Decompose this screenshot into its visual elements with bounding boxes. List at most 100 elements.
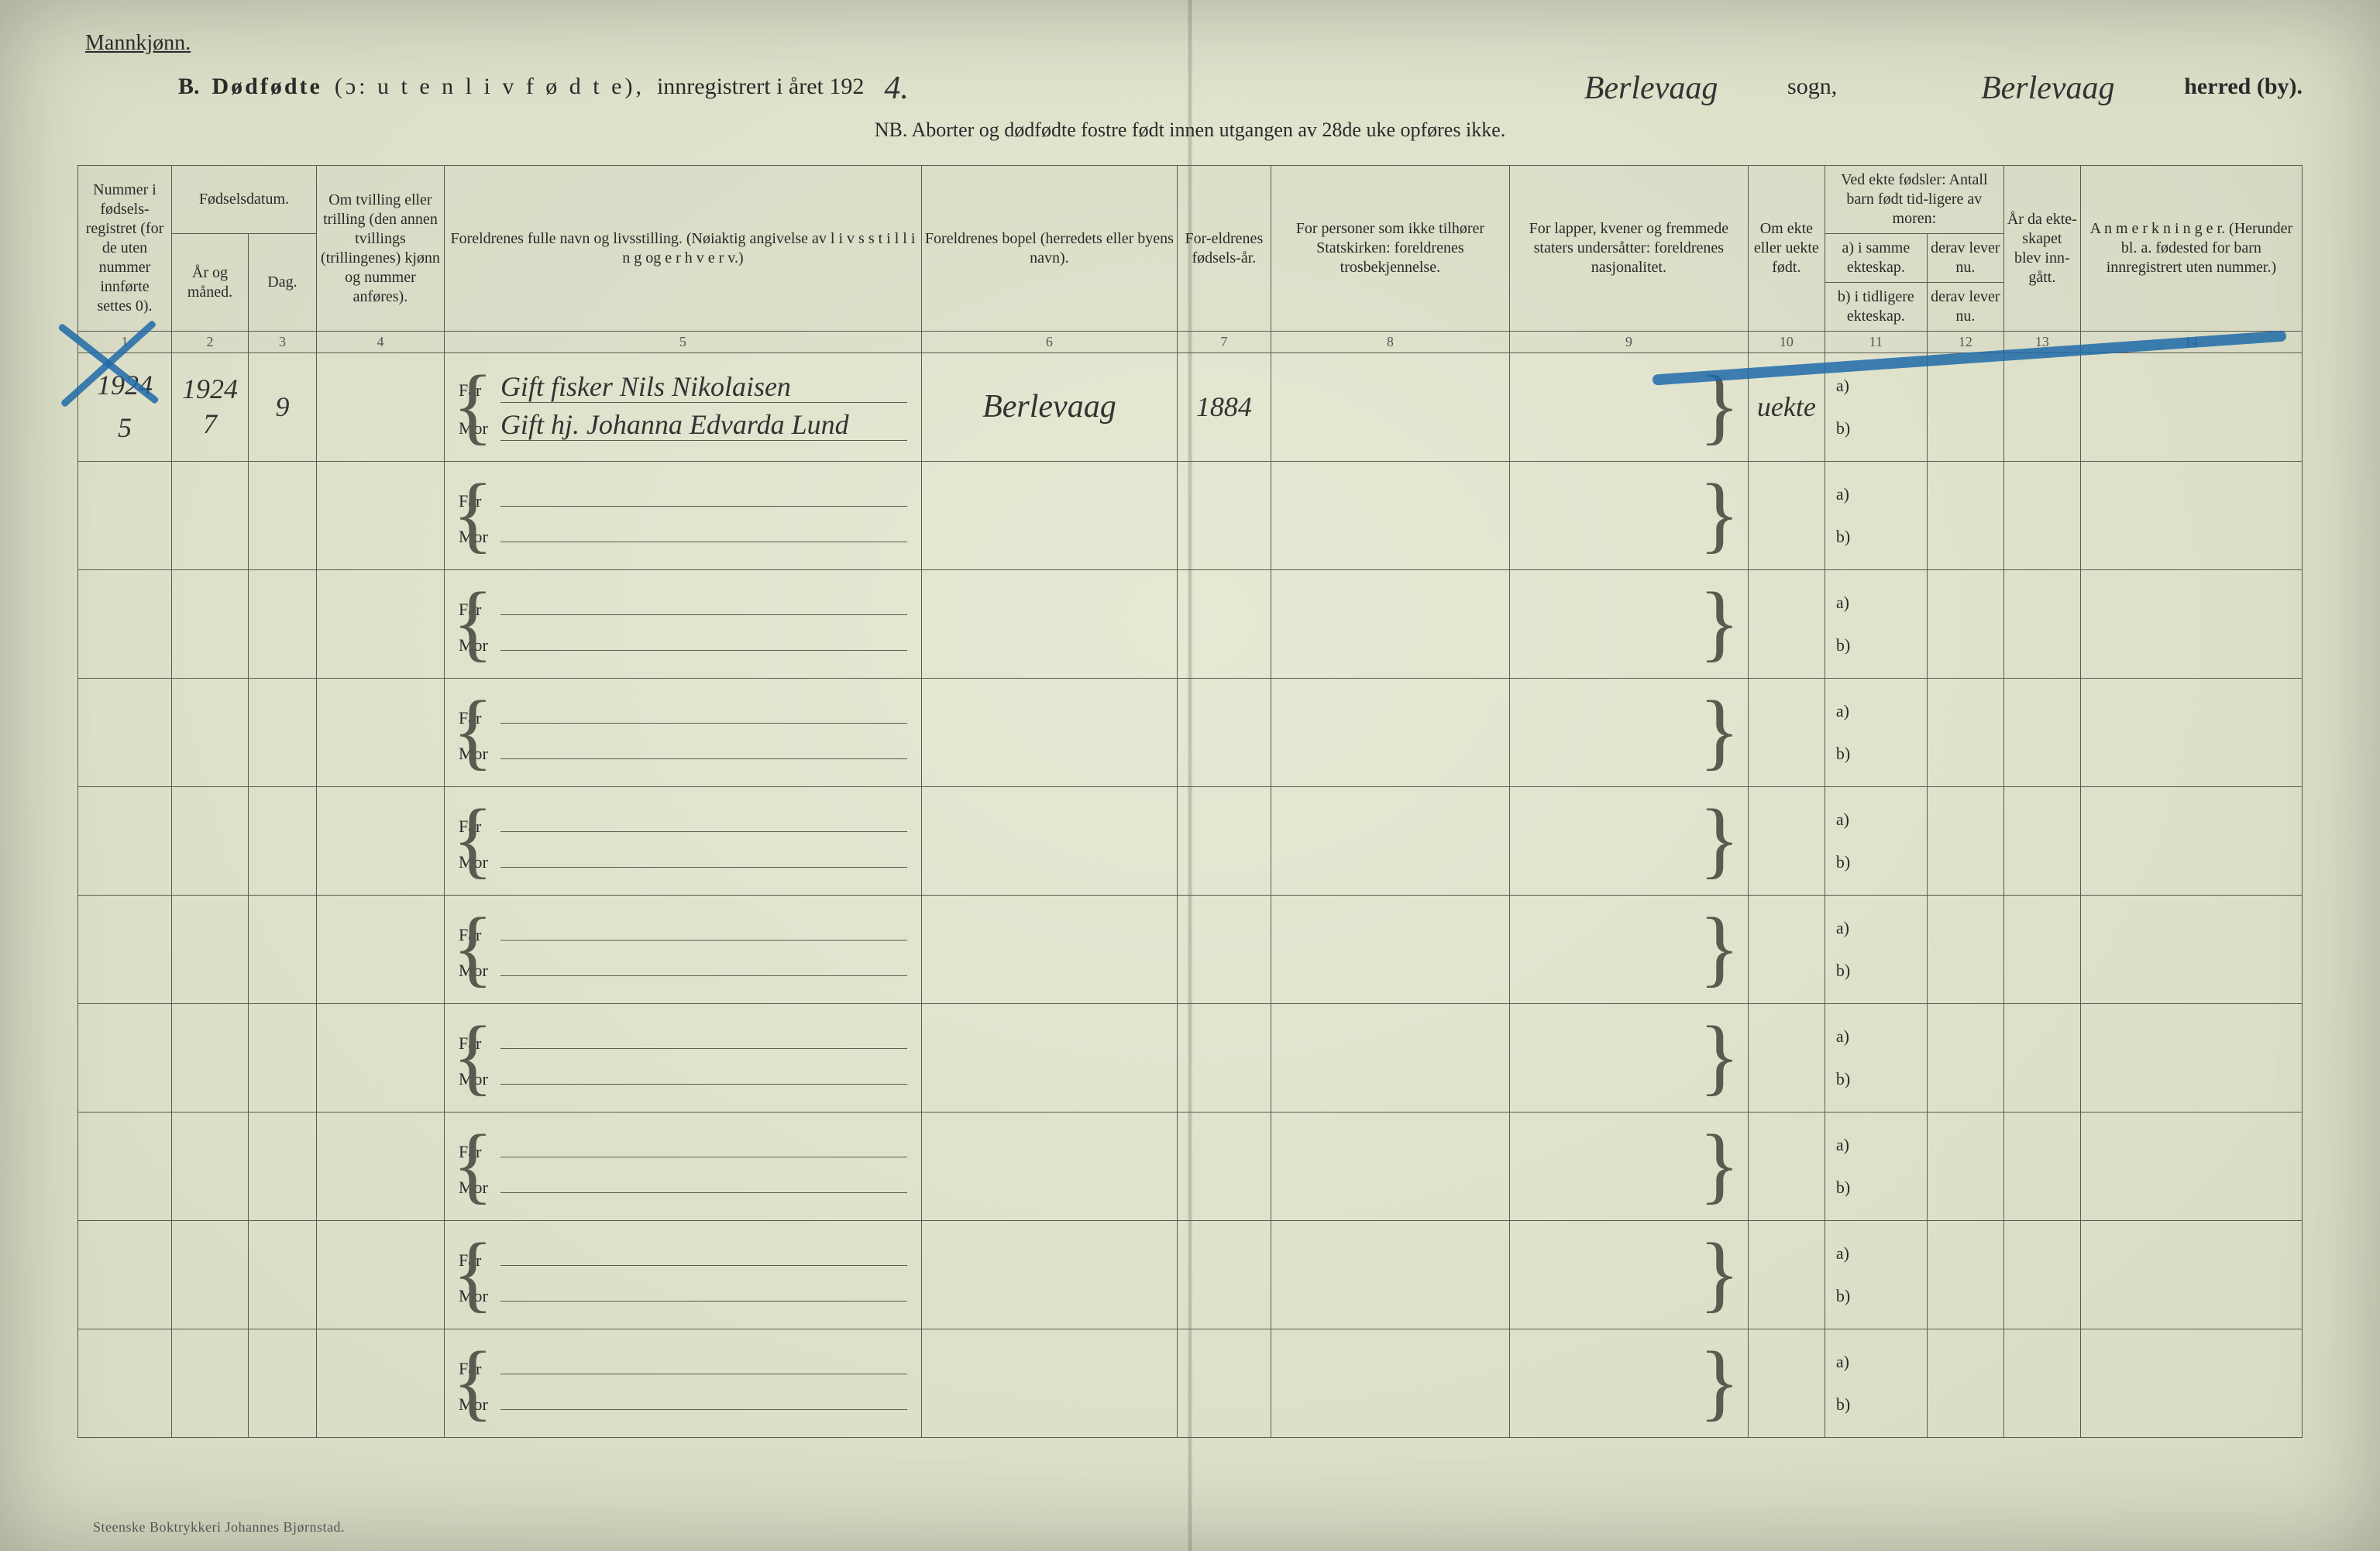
cell-anm [2080, 352, 2302, 461]
cell-nasjonalitet: } [1509, 786, 1748, 895]
cell-parent-year [1177, 569, 1271, 678]
cell-parent-year [1177, 1329, 1271, 1437]
cell-tros [1271, 678, 1509, 786]
cell-num [78, 1329, 172, 1437]
title-line: B. Dødfødte (ɔ: u t e n l i v f ø d t e)… [77, 65, 2303, 103]
cell-ab: a) b) [1825, 678, 1927, 786]
cell-ekteskap-aar [2003, 1220, 2080, 1329]
table-row: { Far Mor } a) b) [78, 1329, 2303, 1437]
cell-year-month [171, 569, 248, 678]
cell-year-month: 1924 7 [171, 352, 248, 461]
cell-bopel [921, 461, 1177, 569]
col-header: Foreldrenes fulle navn og livsstilling. … [444, 166, 921, 332]
cell-tros [1271, 1003, 1509, 1112]
cell-parents: { Far Mor [444, 1220, 921, 1329]
col-header: derav lever nu. [1927, 234, 2003, 283]
col-header: Om ekte eller uekte født. [1748, 166, 1825, 332]
table-row: { Far Mor } a) b) [78, 678, 2303, 786]
cell-ekte [1748, 1329, 1825, 1437]
col-header: Dag. [248, 234, 316, 332]
sogn-label: sogn, [1787, 74, 1837, 100]
cell-num [78, 1112, 172, 1220]
cell-num [78, 461, 172, 569]
col-num: 7 [1177, 332, 1271, 353]
col-num: 3 [248, 332, 316, 353]
cell-parent-year [1177, 1003, 1271, 1112]
cell-parents: { Far Mor [444, 1112, 921, 1220]
table-body: 19245 1924 7 9 { FarGift fisker Nils Nik… [78, 352, 2303, 1437]
cell-bopel [921, 1329, 1177, 1437]
cell-ekte [1748, 1220, 1825, 1329]
cell-ab: a) b) [1825, 1112, 1927, 1220]
cell-bopel [921, 895, 1177, 1003]
cell-tros [1271, 461, 1509, 569]
cell-nasjonalitet: } [1509, 1003, 1748, 1112]
cell-parent-year: 1884 [1177, 352, 1271, 461]
cell-year-month [171, 461, 248, 569]
cell-nasjonalitet: } [1509, 678, 1748, 786]
cell-ab: a) b) [1825, 786, 1927, 895]
year-suffix-handwritten: 4. [876, 70, 923, 108]
cell-nasjonalitet: } [1509, 352, 1748, 461]
cell-lever [1927, 461, 2003, 569]
col-header: År da ekte-skapet blev inn-gått. [2003, 166, 2080, 332]
table-row: { Far Mor } a) b) [78, 1003, 2303, 1112]
col-header: Foreldrenes bopel (herredets eller byens… [921, 166, 1177, 332]
cell-ekteskap-aar [2003, 569, 2080, 678]
cell-parents: { Far Mor [444, 569, 921, 678]
cell-ab: a) b) [1825, 352, 1927, 461]
cell-bopel [921, 678, 1177, 786]
cell-parents: { Far Mor [444, 895, 921, 1003]
cell-day [248, 1220, 316, 1329]
cell-nasjonalitet: } [1509, 569, 1748, 678]
cell-num [78, 1003, 172, 1112]
cell-anm [2080, 1329, 2302, 1437]
cell-day [248, 895, 316, 1003]
cell-parent-year [1177, 678, 1271, 786]
cell-tros [1271, 895, 1509, 1003]
col-header: b) i tidligere ekteskap. [1825, 283, 1927, 332]
cell-day [248, 786, 316, 895]
section-title-tail: innregistrert i året 192 [657, 74, 864, 100]
cell-lever [1927, 1003, 2003, 1112]
table-row: { Far Mor } a) b) [78, 895, 2303, 1003]
cell-twin [316, 678, 444, 786]
cell-year-month [171, 678, 248, 786]
cell-parents: { Far Mor [444, 786, 921, 895]
cell-parent-year [1177, 1112, 1271, 1220]
cell-parent-year [1177, 1220, 1271, 1329]
col-num: 10 [1748, 332, 1825, 353]
cell-day: 9 [248, 352, 316, 461]
col-num: 1 [78, 332, 172, 353]
cell-ekteskap-aar [2003, 786, 2080, 895]
cell-bopel [921, 1112, 1177, 1220]
cell-day [248, 678, 316, 786]
cell-bopel: Berlevaag [921, 352, 1177, 461]
section-title-paren: (ɔ: u t e n l i v f ø d t e), [335, 74, 645, 100]
cell-parents: { Far Mor [444, 1003, 921, 1112]
cell-tros [1271, 1329, 1509, 1437]
cell-num [78, 678, 172, 786]
cell-ekteskap-aar [2003, 1112, 2080, 1220]
cell-lever [1927, 352, 2003, 461]
col-num: 12 [1927, 332, 2003, 353]
col-header: Nummer i fødsels-registret (for de uten … [78, 166, 172, 332]
cell-num [78, 569, 172, 678]
cell-nasjonalitet: } [1509, 1329, 1748, 1437]
cell-ekte [1748, 1112, 1825, 1220]
cell-num [78, 1220, 172, 1329]
cell-parents: { Far Mor [444, 678, 921, 786]
cell-ab: a) b) [1825, 461, 1927, 569]
cell-nasjonalitet: } [1509, 895, 1748, 1003]
herred-value: Berlevaag [1924, 70, 2172, 108]
cell-tros [1271, 786, 1509, 895]
col-header: For personer som ikke tilhører Statskirk… [1271, 166, 1509, 332]
cell-lever [1927, 1220, 2003, 1329]
cell-parent-year [1177, 461, 1271, 569]
cell-anm [2080, 1112, 2302, 1220]
cell-tros [1271, 1220, 1509, 1329]
cell-ekteskap-aar [2003, 895, 2080, 1003]
cell-bopel [921, 569, 1177, 678]
col-header: For-eldrenes fødsels-år. [1177, 166, 1271, 332]
cell-ekteskap-aar [2003, 461, 2080, 569]
